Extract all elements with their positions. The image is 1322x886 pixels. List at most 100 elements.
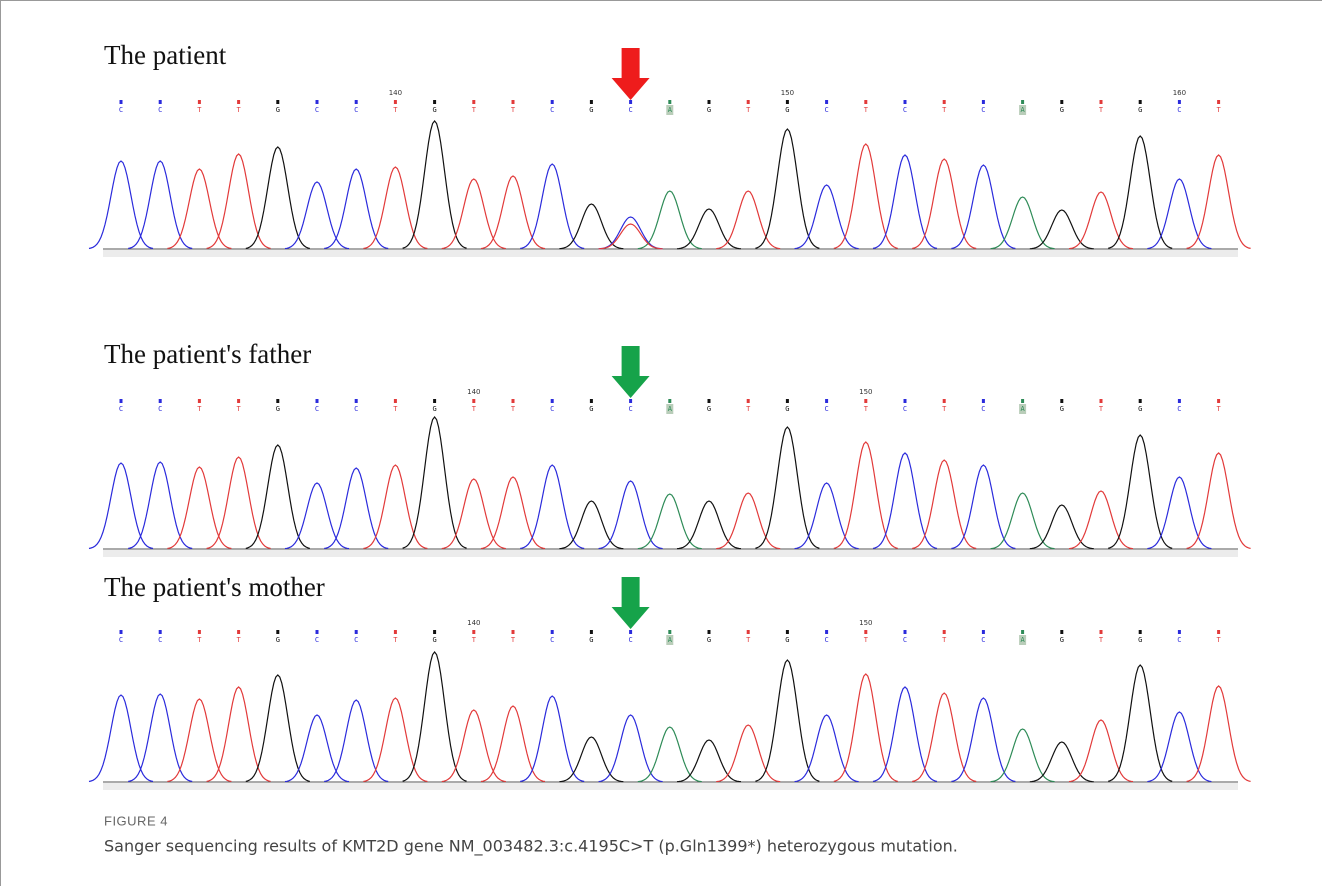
base-call: T [1216, 636, 1221, 644]
base-marker [394, 100, 397, 104]
base-call: T [1216, 106, 1221, 114]
base-call: C [628, 106, 632, 114]
chromatogram-peak [285, 182, 349, 249]
chromatogram-peak [520, 696, 584, 782]
base-marker [394, 399, 397, 403]
base-call: C [354, 106, 358, 114]
base-call: G [785, 636, 789, 644]
panel-title: The patient's mother [104, 572, 325, 602]
chromatogram-peak [1147, 477, 1211, 549]
base-call: T [472, 636, 477, 644]
base-marker [512, 630, 515, 634]
base-marker [668, 399, 671, 403]
base-marker [629, 100, 632, 104]
base-call: G [589, 405, 593, 413]
base-call: C [315, 405, 319, 413]
chromatogram-peak [638, 494, 702, 549]
base-marker [1060, 399, 1063, 403]
base-marker [904, 100, 907, 104]
base-marker [864, 399, 867, 403]
base-call: T [1099, 106, 1104, 114]
base-marker [1021, 399, 1024, 403]
chromatogram-peak [207, 457, 271, 549]
base-call: C [981, 636, 985, 644]
base-marker [1100, 630, 1103, 634]
base-marker [433, 630, 436, 634]
base-call: T [236, 106, 241, 114]
base-marker [512, 100, 515, 104]
base-call: T [393, 636, 398, 644]
base-call: C [824, 106, 828, 114]
chromatogram-peak [559, 501, 623, 549]
chromatogram-peak [128, 161, 192, 249]
chromatogram-peak [991, 493, 1055, 549]
base-call: G [707, 106, 711, 114]
base-call: C [824, 636, 828, 644]
base-call: C [119, 405, 123, 413]
base-marker [747, 100, 750, 104]
chromatogram-peak [442, 710, 506, 782]
chromatogram-peak [912, 460, 976, 549]
base-marker [1021, 630, 1024, 634]
base-marker [982, 399, 985, 403]
base-call: T [393, 106, 398, 114]
base-call: C [550, 106, 554, 114]
chromatogram-peak [677, 209, 741, 249]
chromatogram-peak [363, 167, 427, 249]
base-marker [1217, 100, 1220, 104]
base-call: C [354, 636, 358, 644]
base-call: T [236, 405, 241, 413]
base-call: C [119, 106, 123, 114]
base-call: T [1099, 405, 1104, 413]
base-call: C [981, 106, 985, 114]
base-marker [355, 100, 358, 104]
chromatogram-peak [207, 154, 271, 248]
chromatogram-peak [324, 468, 388, 549]
chromatogram-peak [1147, 712, 1211, 782]
base-marker [943, 399, 946, 403]
base-marker [198, 630, 201, 634]
base-call: T [746, 106, 751, 114]
mutation-arrow [612, 577, 650, 629]
base-marker [433, 100, 436, 104]
base-call: G [1060, 405, 1064, 413]
base-marker [120, 100, 123, 104]
base-marker [864, 100, 867, 104]
base-marker [590, 399, 593, 403]
chromatogram-peak [991, 729, 1055, 782]
panel-title: The patient's father [104, 339, 311, 369]
position-label: 140 [389, 89, 402, 97]
chromatogram-peak [1187, 686, 1251, 781]
base-call: C [628, 405, 632, 413]
chromatogram-peak [873, 687, 937, 781]
base-marker [433, 399, 436, 403]
base-call: T [472, 106, 477, 114]
mutation-arrow [612, 48, 650, 100]
base-marker [551, 399, 554, 403]
base-marker [747, 399, 750, 403]
chromatogram-peak [912, 693, 976, 782]
base-call: C [903, 405, 907, 413]
panel-title: The patient [104, 40, 227, 70]
base-marker [1178, 100, 1181, 104]
chromatogram-peak [1030, 210, 1094, 249]
base-call: C [824, 405, 828, 413]
chromatogram-peak [873, 155, 937, 248]
chromatogram-peak [324, 700, 388, 782]
base-call: C [1177, 636, 1181, 644]
base-marker [198, 100, 201, 104]
base-marker [1139, 399, 1142, 403]
chromatogram-peak [599, 217, 663, 249]
base-marker [1060, 100, 1063, 104]
base-marker [276, 399, 279, 403]
chromatogram-peak [1030, 505, 1094, 549]
base-marker [237, 399, 240, 403]
base-call: T [942, 636, 947, 644]
base-marker [1217, 399, 1220, 403]
base-marker [708, 630, 711, 634]
figure-label: FIGURE 4 [104, 813, 168, 828]
chromatogram-peak [873, 453, 937, 548]
base-marker [982, 630, 985, 634]
base-marker [120, 630, 123, 634]
base-call: C [981, 405, 985, 413]
